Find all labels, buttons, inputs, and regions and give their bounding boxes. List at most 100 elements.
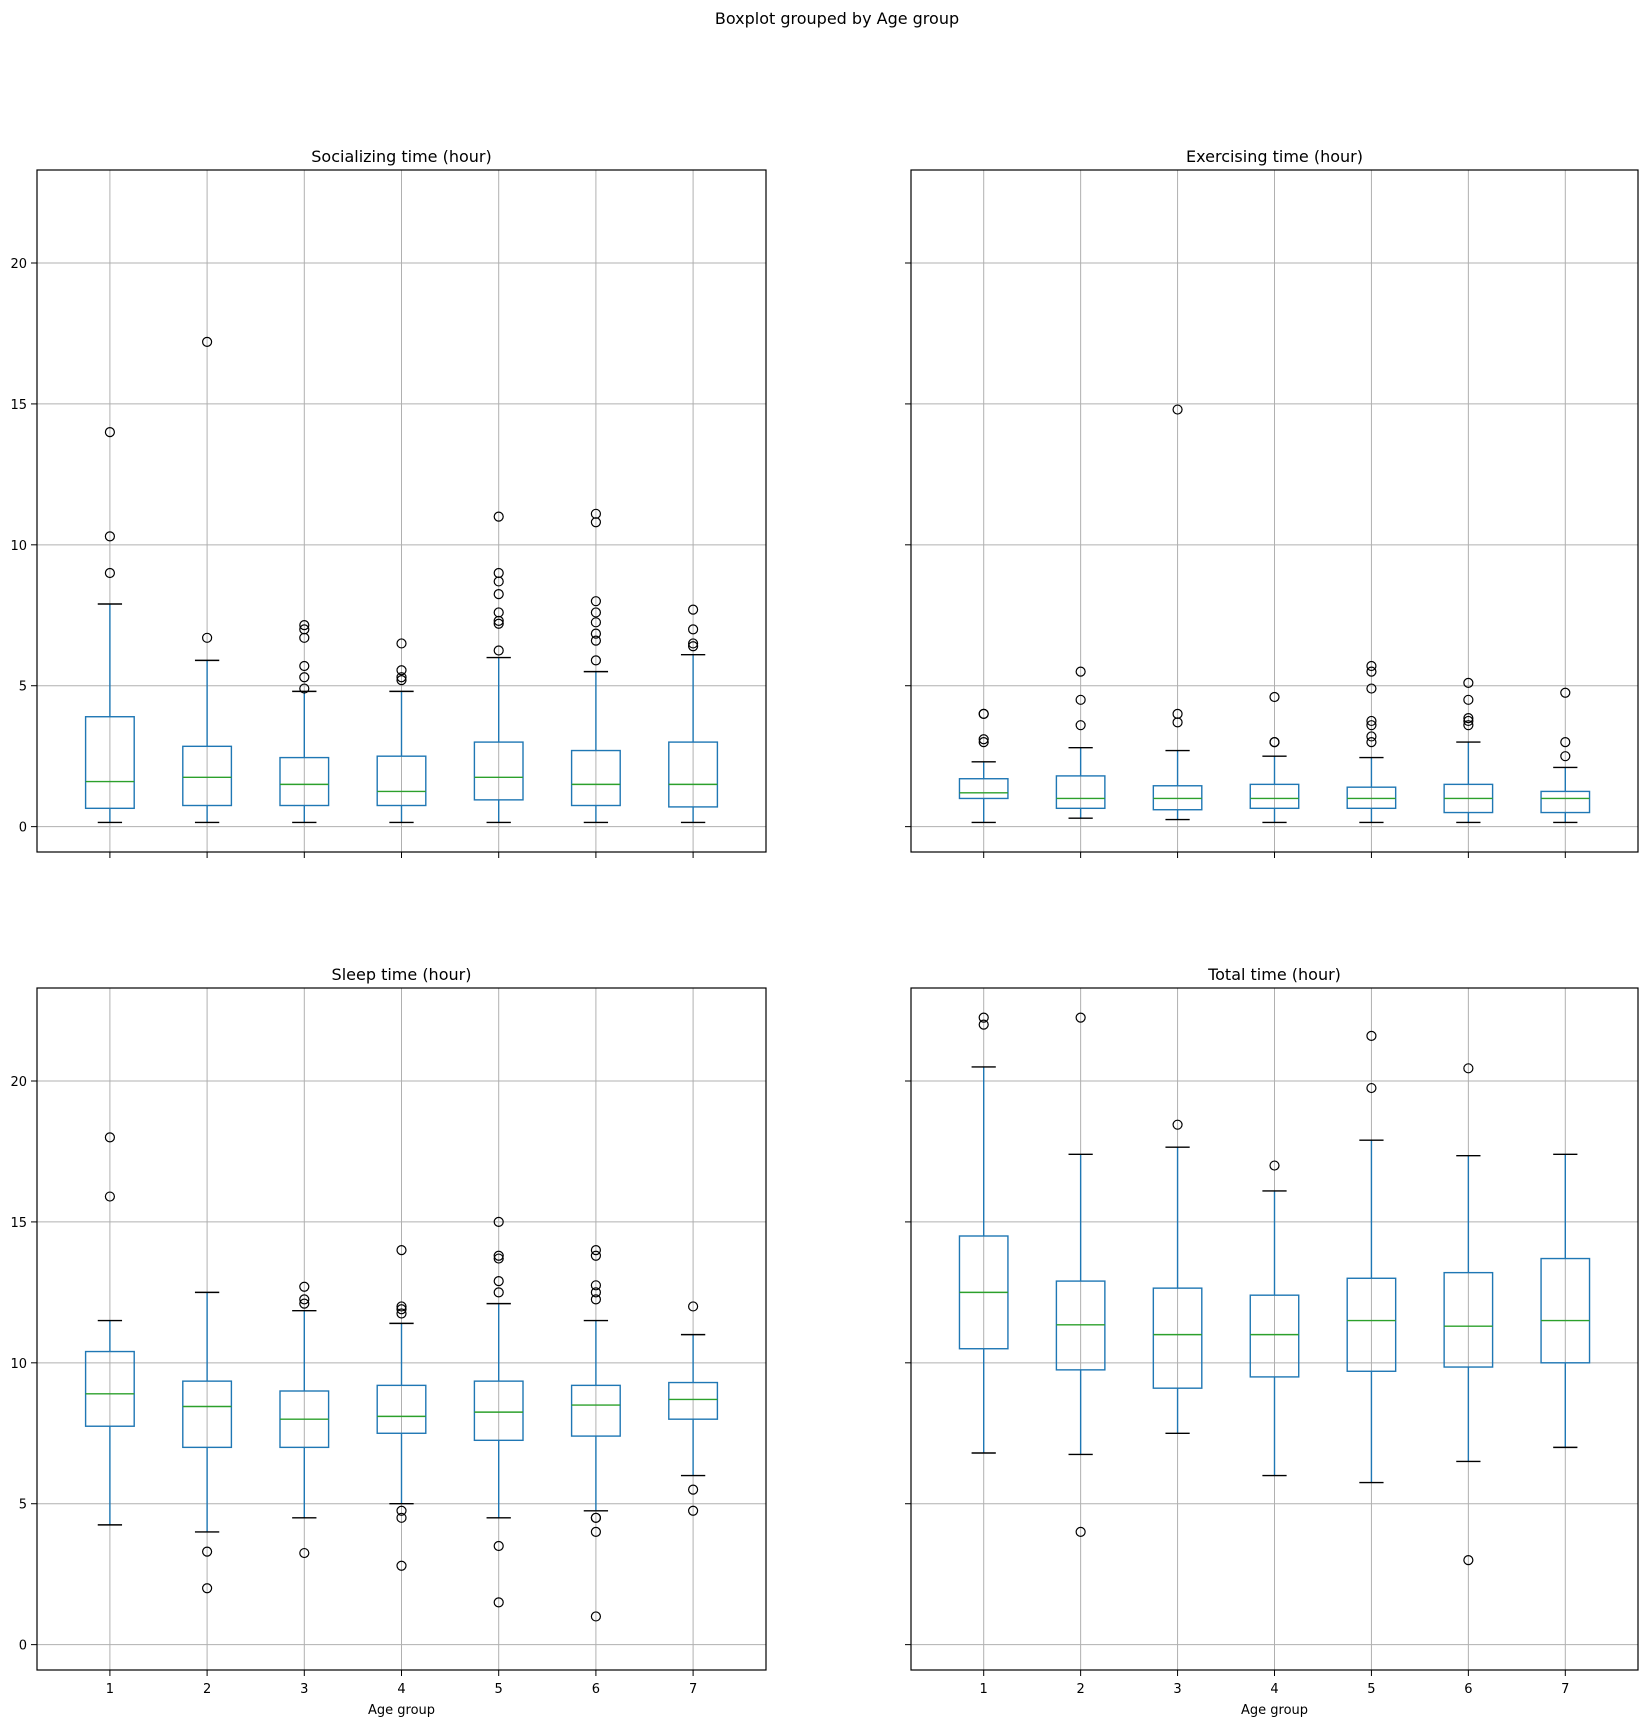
total-flier-1-0 xyxy=(978,1012,989,1023)
socializing-flier-5-7 xyxy=(493,645,504,656)
exercising-flier-2-0 xyxy=(1075,666,1086,677)
sleep-xtick-label-4: 4 xyxy=(397,1682,405,1697)
sleep-box-4 xyxy=(376,1384,427,1434)
sleep-flier-6-0 xyxy=(590,1244,602,1256)
socializing-flier-1-1 xyxy=(104,531,116,542)
total-xtick-label-1: 1 xyxy=(980,1682,988,1697)
sleep-flier-5-3 xyxy=(493,1275,504,1287)
sleep-flier-1-0 xyxy=(104,1132,116,1143)
sleep-flier-4-2 xyxy=(396,1304,407,1315)
exercising-title: Exercising time (hour) xyxy=(1186,147,1363,166)
figure-suptitle: Boxplot grouped by Age group xyxy=(715,9,959,28)
socializing-flier-3-4 xyxy=(299,672,310,683)
exercising-box-3 xyxy=(1152,785,1203,811)
exercising-flier-6-0 xyxy=(1463,677,1474,689)
sleep-xtick-label-3: 3 xyxy=(300,1682,308,1697)
sleep-flier-2-0 xyxy=(202,1546,213,1557)
socializing-box-6 xyxy=(570,749,621,807)
total-title: Total time (hour) xyxy=(1207,965,1341,984)
sleep-flier-7-2 xyxy=(687,1505,699,1516)
socializing-flier-5-3 xyxy=(493,589,504,600)
socializing-flier-3-0 xyxy=(299,620,310,631)
exercising-flier-2-2 xyxy=(1075,720,1086,731)
socializing-flier-6-4 xyxy=(590,617,602,628)
subplot-total: 1 2 3 4 5 6 7 Total time (hour) Age group xyxy=(905,965,1639,1718)
sleep-box-1 xyxy=(84,1350,135,1427)
sleep-flier-6-8 xyxy=(590,1611,602,1622)
socializing-box-3 xyxy=(279,756,330,807)
socializing-flier-5-0 xyxy=(493,511,504,522)
sleep-flier-2-1 xyxy=(202,1583,213,1594)
sleep-flier-5-5 xyxy=(493,1540,504,1552)
sleep-ytick-label-0: 0 xyxy=(19,1639,27,1654)
socializing-flier-3-3 xyxy=(299,660,310,672)
socializing-flier-7-1 xyxy=(687,624,699,635)
sleep-flier-3-2 xyxy=(299,1298,310,1309)
total-xlabel: Age group xyxy=(1241,1703,1308,1718)
sleep-flier-4-5 xyxy=(396,1512,407,1523)
exercising-flier-4-2 xyxy=(1269,736,1280,748)
socializing-box-4 xyxy=(376,755,427,807)
socializing-title: Socializing time (hour) xyxy=(311,147,491,166)
exercising-flier-3-2 xyxy=(1172,717,1183,728)
sleep-flier-3-3 xyxy=(299,1547,310,1559)
total-flier-5-1 xyxy=(1366,1082,1377,1094)
socializing-flier-2-1 xyxy=(202,632,213,643)
total-flier-2-1 xyxy=(1075,1526,1086,1538)
exercising-flier-6-2 xyxy=(1463,713,1474,724)
sleep-flier-5-1 xyxy=(493,1250,504,1261)
socializing-flier-3-2 xyxy=(299,632,310,643)
exercising-flier-5-6 xyxy=(1366,736,1377,748)
sleep-box-2 xyxy=(182,1380,233,1449)
exercising-flier-7-0 xyxy=(1560,687,1571,698)
socializing-flier-5-6 xyxy=(493,618,504,629)
total-box-5 xyxy=(1346,1277,1397,1372)
exercising-flier-6-3 xyxy=(1463,715,1474,727)
socializing-box-2 xyxy=(182,745,233,807)
exercising-box-1 xyxy=(958,778,1009,800)
exercising-flier-3-0 xyxy=(1172,404,1183,415)
sleep-xtick-label-1: 1 xyxy=(106,1682,114,1697)
exercising-flier-5-3 xyxy=(1366,715,1377,727)
exercising-box-7 xyxy=(1540,790,1591,814)
sleep-flier-5-4 xyxy=(493,1287,504,1298)
total-box-6 xyxy=(1443,1271,1494,1368)
exercising-flier-5-5 xyxy=(1366,731,1377,742)
exercising-box-5 xyxy=(1346,786,1397,810)
sleep-flier-6-7 xyxy=(590,1526,602,1538)
sleep-title: Sleep time (hour) xyxy=(332,965,472,984)
total-box-4 xyxy=(1249,1294,1300,1378)
socializing-flier-2-0 xyxy=(202,336,213,348)
sleep-xtick-label-2: 2 xyxy=(203,1682,211,1697)
sleep-flier-7-0 xyxy=(687,1301,699,1312)
sleep-flier-6-1 xyxy=(590,1250,602,1261)
sleep-ytick-label-4: 20 xyxy=(10,1075,27,1090)
sleep-flier-3-0 xyxy=(299,1281,310,1292)
subplot-exercising: Exercising time (hour) xyxy=(905,147,1639,858)
sleep-xtick-label-5: 5 xyxy=(495,1682,503,1697)
socializing-ytick-label-2: 10 xyxy=(10,539,27,554)
exercising-flier-1-3 xyxy=(978,736,989,748)
sleep-ytick-label-3: 15 xyxy=(10,1216,27,1231)
socializing-flier-6-6 xyxy=(590,635,602,646)
total-flier-5-0 xyxy=(1366,1030,1377,1042)
sleep-flier-6-3 xyxy=(590,1287,602,1298)
exercising-flier-6-4 xyxy=(1463,720,1474,731)
total-xtick-label-7: 7 xyxy=(1561,1682,1569,1697)
socializing-flier-7-2 xyxy=(687,638,699,649)
socializing-box-5 xyxy=(473,741,524,801)
socializing-flier-4-2 xyxy=(396,672,407,683)
exercising-flier-1-1 xyxy=(978,708,989,720)
sleep-flier-6-4 xyxy=(590,1294,602,1305)
socializing-flier-6-7 xyxy=(590,655,602,666)
sleep-box-7 xyxy=(668,1381,719,1420)
socializing-flier-6-3 xyxy=(590,607,602,618)
subplot-sleep: 0 5 10 15 20 1 2 3 4 5 6 7 Sleep time (hour) Age grou… xyxy=(10,965,767,1718)
exercising-flier-6-1 xyxy=(1463,694,1474,705)
exercising-flier-7-2 xyxy=(1560,751,1571,762)
socializing-flier-4-0 xyxy=(396,638,407,649)
socializing-ytick-label-1: 5 xyxy=(19,680,27,695)
sleep-box-6 xyxy=(570,1384,621,1437)
subplot-socializing: 0 5 10 15 20 Socializing time (hour) xyxy=(10,147,767,858)
